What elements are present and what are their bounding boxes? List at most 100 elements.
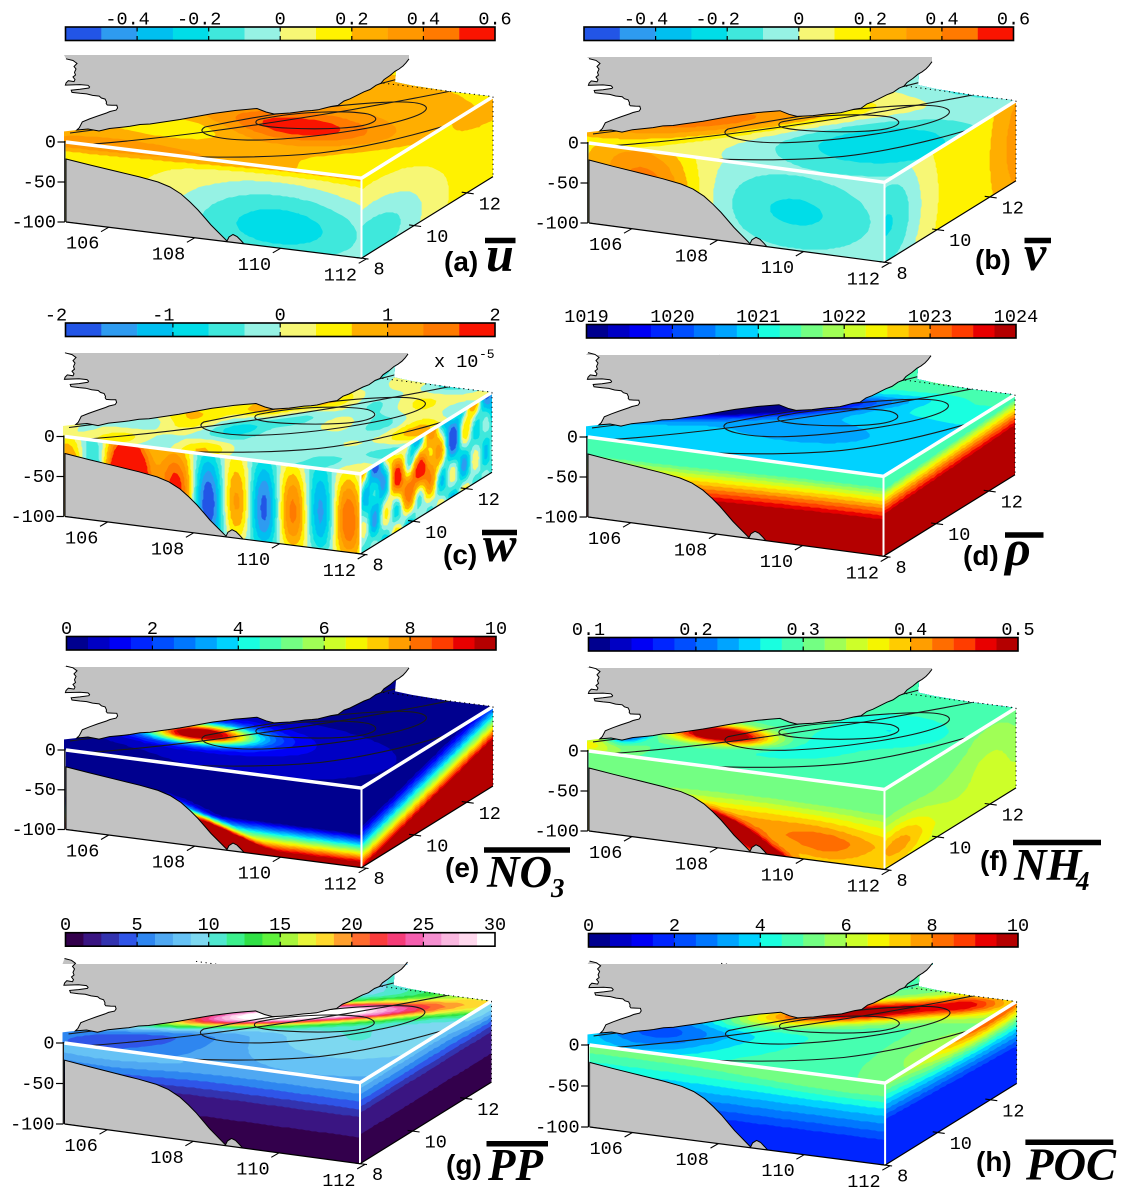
svg-text:12: 12 — [1001, 493, 1023, 514]
svg-text:112: 112 — [847, 1172, 880, 1193]
svg-text:8: 8 — [896, 558, 907, 579]
svg-text:0.5: 0.5 — [1001, 620, 1034, 641]
svg-text:112: 112 — [847, 270, 880, 291]
svg-text:8: 8 — [372, 1165, 383, 1186]
svg-text:108: 108 — [152, 244, 185, 265]
svg-text:110: 110 — [237, 550, 270, 571]
svg-text:0.4: 0.4 — [407, 10, 440, 31]
svg-text:12: 12 — [1002, 199, 1024, 220]
svg-text:6: 6 — [319, 619, 330, 640]
svg-text:8: 8 — [927, 916, 938, 937]
svg-text:106: 106 — [66, 842, 99, 863]
svg-text:(h): (h) — [976, 1146, 1012, 1177]
svg-text:110: 110 — [761, 1161, 794, 1182]
svg-text:106: 106 — [66, 234, 99, 255]
svg-text:-2: -2 — [45, 306, 67, 327]
svg-text:-100: -100 — [534, 508, 578, 529]
svg-text:-100: -100 — [10, 1115, 54, 1136]
svg-text:-5: -5 — [479, 347, 495, 362]
svg-text:-50: -50 — [545, 468, 578, 489]
svg-text:1021: 1021 — [736, 307, 780, 328]
svg-text:12: 12 — [1002, 1101, 1024, 1122]
svg-text:(g): (g) — [446, 1149, 482, 1180]
svg-text:0: 0 — [45, 741, 56, 762]
svg-text:110: 110 — [760, 552, 793, 573]
svg-text:0: 0 — [275, 10, 286, 31]
svg-text:108: 108 — [674, 541, 707, 562]
svg-text:-50: -50 — [546, 1077, 579, 1098]
svg-text:PP: PP — [487, 1140, 543, 1190]
svg-text:1020: 1020 — [650, 307, 694, 328]
svg-text:20: 20 — [341, 915, 363, 936]
svg-text:108: 108 — [152, 853, 185, 874]
svg-text:25: 25 — [412, 915, 434, 936]
svg-text:10: 10 — [198, 915, 220, 936]
svg-text:10: 10 — [1007, 916, 1029, 937]
svg-text:30: 30 — [484, 915, 506, 936]
svg-text:-100: -100 — [12, 820, 56, 841]
svg-text:-50: -50 — [21, 1074, 54, 1095]
svg-text:0: 0 — [567, 428, 578, 449]
svg-text:106: 106 — [590, 1139, 623, 1160]
svg-text:108: 108 — [675, 247, 708, 268]
svg-text:15: 15 — [269, 915, 291, 936]
svg-text:5: 5 — [132, 915, 143, 936]
svg-text:0: 0 — [60, 915, 71, 936]
svg-text:10: 10 — [426, 837, 448, 858]
svg-text:0: 0 — [43, 1034, 54, 1055]
svg-text:112: 112 — [323, 561, 356, 582]
svg-text:-100: -100 — [11, 507, 55, 528]
svg-text:8: 8 — [373, 555, 384, 576]
svg-text:-50: -50 — [23, 780, 56, 801]
svg-text:110: 110 — [236, 1159, 269, 1180]
svg-text:108: 108 — [151, 539, 184, 560]
svg-text:4: 4 — [755, 916, 766, 937]
svg-text:-0.2: -0.2 — [177, 10, 221, 31]
svg-text:112: 112 — [324, 265, 357, 286]
svg-text:-50: -50 — [546, 782, 579, 803]
svg-text:0: 0 — [61, 619, 72, 640]
svg-text:110: 110 — [761, 866, 794, 887]
svg-text:110: 110 — [238, 864, 271, 885]
svg-text:-50: -50 — [23, 173, 56, 194]
svg-text:108: 108 — [675, 1150, 708, 1171]
svg-text:8: 8 — [374, 869, 385, 890]
svg-text:(a): (a) — [444, 246, 478, 277]
svg-text:-0.4: -0.4 — [624, 10, 668, 31]
svg-text:-100: -100 — [12, 213, 56, 234]
svg-text:0.4: 0.4 — [894, 620, 927, 641]
svg-text:(f): (f) — [980, 845, 1008, 876]
svg-text:0.2: 0.2 — [335, 10, 368, 31]
svg-text:110: 110 — [761, 258, 794, 279]
svg-text:12: 12 — [479, 804, 501, 825]
svg-text:0: 0 — [45, 133, 56, 154]
svg-text:10: 10 — [950, 1134, 972, 1155]
svg-text:12: 12 — [477, 1100, 499, 1121]
svg-text:0: 0 — [275, 306, 286, 327]
svg-text:0.4: 0.4 — [925, 10, 958, 31]
svg-text:-100: -100 — [535, 214, 579, 235]
svg-text:12: 12 — [478, 490, 500, 511]
svg-text:-50: -50 — [22, 467, 55, 488]
svg-text:8: 8 — [897, 871, 908, 892]
svg-text:NO: NO — [486, 847, 552, 897]
svg-text:-0.4: -0.4 — [105, 10, 149, 31]
svg-text:(b): (b) — [975, 244, 1011, 275]
svg-text:106: 106 — [64, 1136, 97, 1157]
svg-text:0: 0 — [793, 10, 804, 31]
svg-text:1019: 1019 — [564, 307, 608, 328]
svg-text:(d): (d) — [963, 540, 999, 571]
svg-text:110: 110 — [238, 255, 271, 276]
svg-text:2: 2 — [147, 619, 158, 640]
svg-text:3: 3 — [550, 873, 565, 903]
svg-text:1024: 1024 — [994, 307, 1038, 328]
svg-text:2: 2 — [489, 306, 500, 327]
svg-text:0.6: 0.6 — [997, 10, 1030, 31]
svg-text:0.2: 0.2 — [854, 10, 887, 31]
svg-text:112: 112 — [322, 1171, 355, 1192]
svg-text:10: 10 — [485, 619, 507, 640]
svg-text:10: 10 — [949, 838, 971, 859]
svg-text:0: 0 — [44, 427, 55, 448]
svg-text:1023: 1023 — [908, 307, 952, 328]
svg-text:112: 112 — [847, 877, 880, 898]
